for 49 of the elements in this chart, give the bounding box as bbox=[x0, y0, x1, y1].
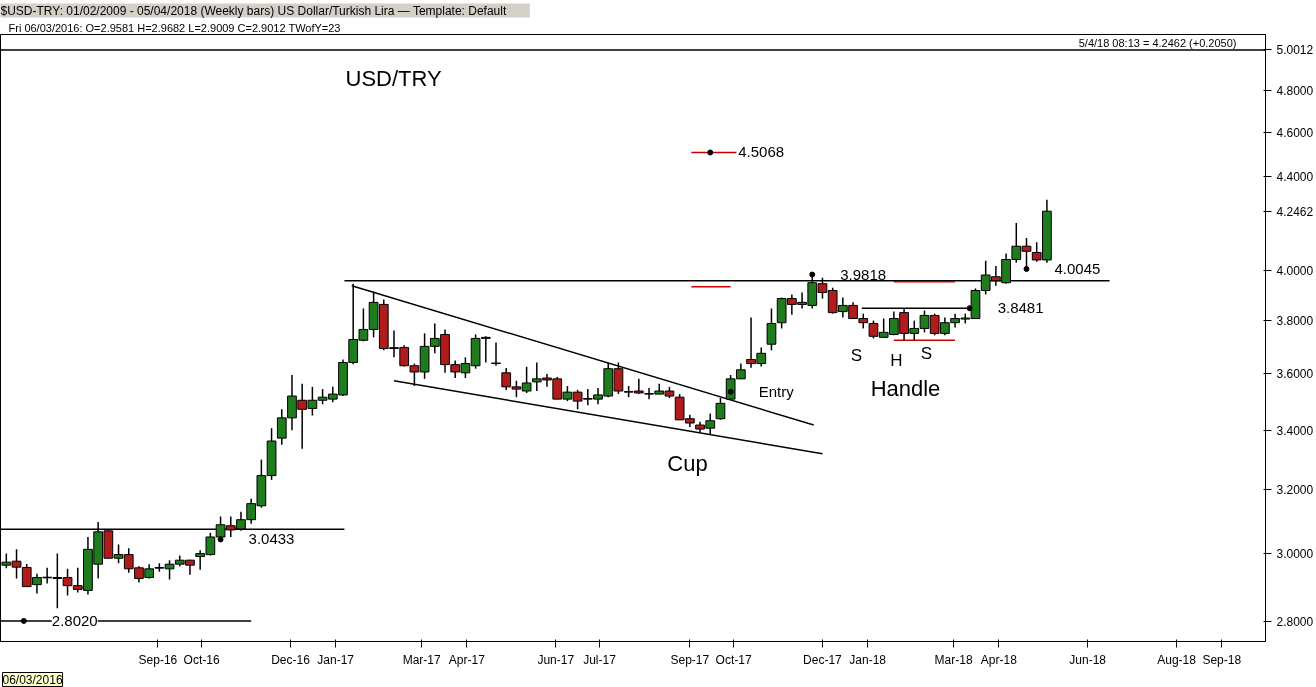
annotation: 4.0045 bbox=[1054, 259, 1101, 277]
x-tick-label: Sep-16 bbox=[138, 652, 178, 667]
annotation: Entry bbox=[758, 383, 795, 401]
annotation: 5/4/18 08:13 = 4.2462 (+0.2050) bbox=[1078, 36, 1237, 49]
y-tick-label: 4.0000 bbox=[1276, 263, 1314, 278]
x-tick-label: Dec-17 bbox=[803, 652, 843, 667]
y-tick-label: 4.2462 bbox=[1276, 204, 1314, 219]
annotation: 2.8020 bbox=[51, 611, 98, 629]
x-tick-label: Aug-18 bbox=[1157, 652, 1197, 667]
chart-subtitle: $USD-TRY: 01/02/2009 - 05/04/2018 (Weekly bars) US Dollar/Turkish Lira — Template: Default bbox=[0, 3, 507, 18]
candlestick bbox=[715, 397, 726, 421]
x-tick-label: Oct-17 bbox=[715, 652, 752, 667]
text: USD/TRY bbox=[345, 66, 442, 91]
x-tick-label: Mar-17 bbox=[402, 652, 442, 667]
candlestick bbox=[491, 341, 501, 367]
x-tick-label: Oct-16 bbox=[183, 652, 220, 667]
x-tick-label: Jan-17 bbox=[317, 652, 355, 667]
annotation: 3.9818 bbox=[840, 265, 887, 283]
y-tick-label: 4.6000 bbox=[1276, 125, 1314, 140]
annotation: 3.8481 bbox=[997, 299, 1044, 317]
y-tick-label: 4.4000 bbox=[1276, 169, 1314, 184]
x-tick-label: Jun-17 bbox=[537, 652, 575, 667]
annotation: 3.0433 bbox=[248, 530, 295, 548]
text: 06/03/2016 bbox=[2, 672, 63, 687]
text: Fri 06/03/2016: O=2.9581 H=2.9682 L=2.9009 C=2.9012 TWofY=23 bbox=[8, 21, 341, 34]
annotation: S bbox=[920, 344, 933, 363]
x-tick-label: Dec-16 bbox=[271, 652, 311, 667]
x-tick-label: Sep-18 bbox=[1202, 652, 1242, 667]
y-tick-label: 2.8000 bbox=[1276, 615, 1314, 630]
annotation: S bbox=[850, 346, 863, 365]
annotation: Cup bbox=[667, 451, 708, 476]
y-tick-label: 3.2000 bbox=[1276, 483, 1314, 498]
y-tick-label: 3.8000 bbox=[1276, 314, 1314, 329]
y-tick-label: 3.0000 bbox=[1276, 547, 1314, 562]
y-tick-label: 4.8000 bbox=[1276, 83, 1314, 98]
x-tick-label: Mar-18 bbox=[934, 652, 973, 667]
annotation: H bbox=[890, 351, 903, 370]
x-tick-label: Jul-17 bbox=[583, 652, 617, 667]
annotation: Handle bbox=[870, 376, 941, 401]
y-tick-label: 3.6000 bbox=[1276, 367, 1314, 382]
x-tick-label: Apr-17 bbox=[448, 652, 486, 667]
y-tick-label: 5.0012 bbox=[1276, 43, 1314, 58]
annotation: 4.5068 bbox=[738, 143, 785, 161]
candlestick bbox=[766, 307, 777, 352]
y-tick-label: 3.4000 bbox=[1276, 423, 1314, 438]
x-tick-label: Jan-18 bbox=[849, 652, 887, 667]
x-tick-label: Jun-18 bbox=[1069, 652, 1107, 667]
x-tick-label: Sep-17 bbox=[670, 652, 710, 667]
x-tick-label: Apr-18 bbox=[980, 652, 1018, 667]
